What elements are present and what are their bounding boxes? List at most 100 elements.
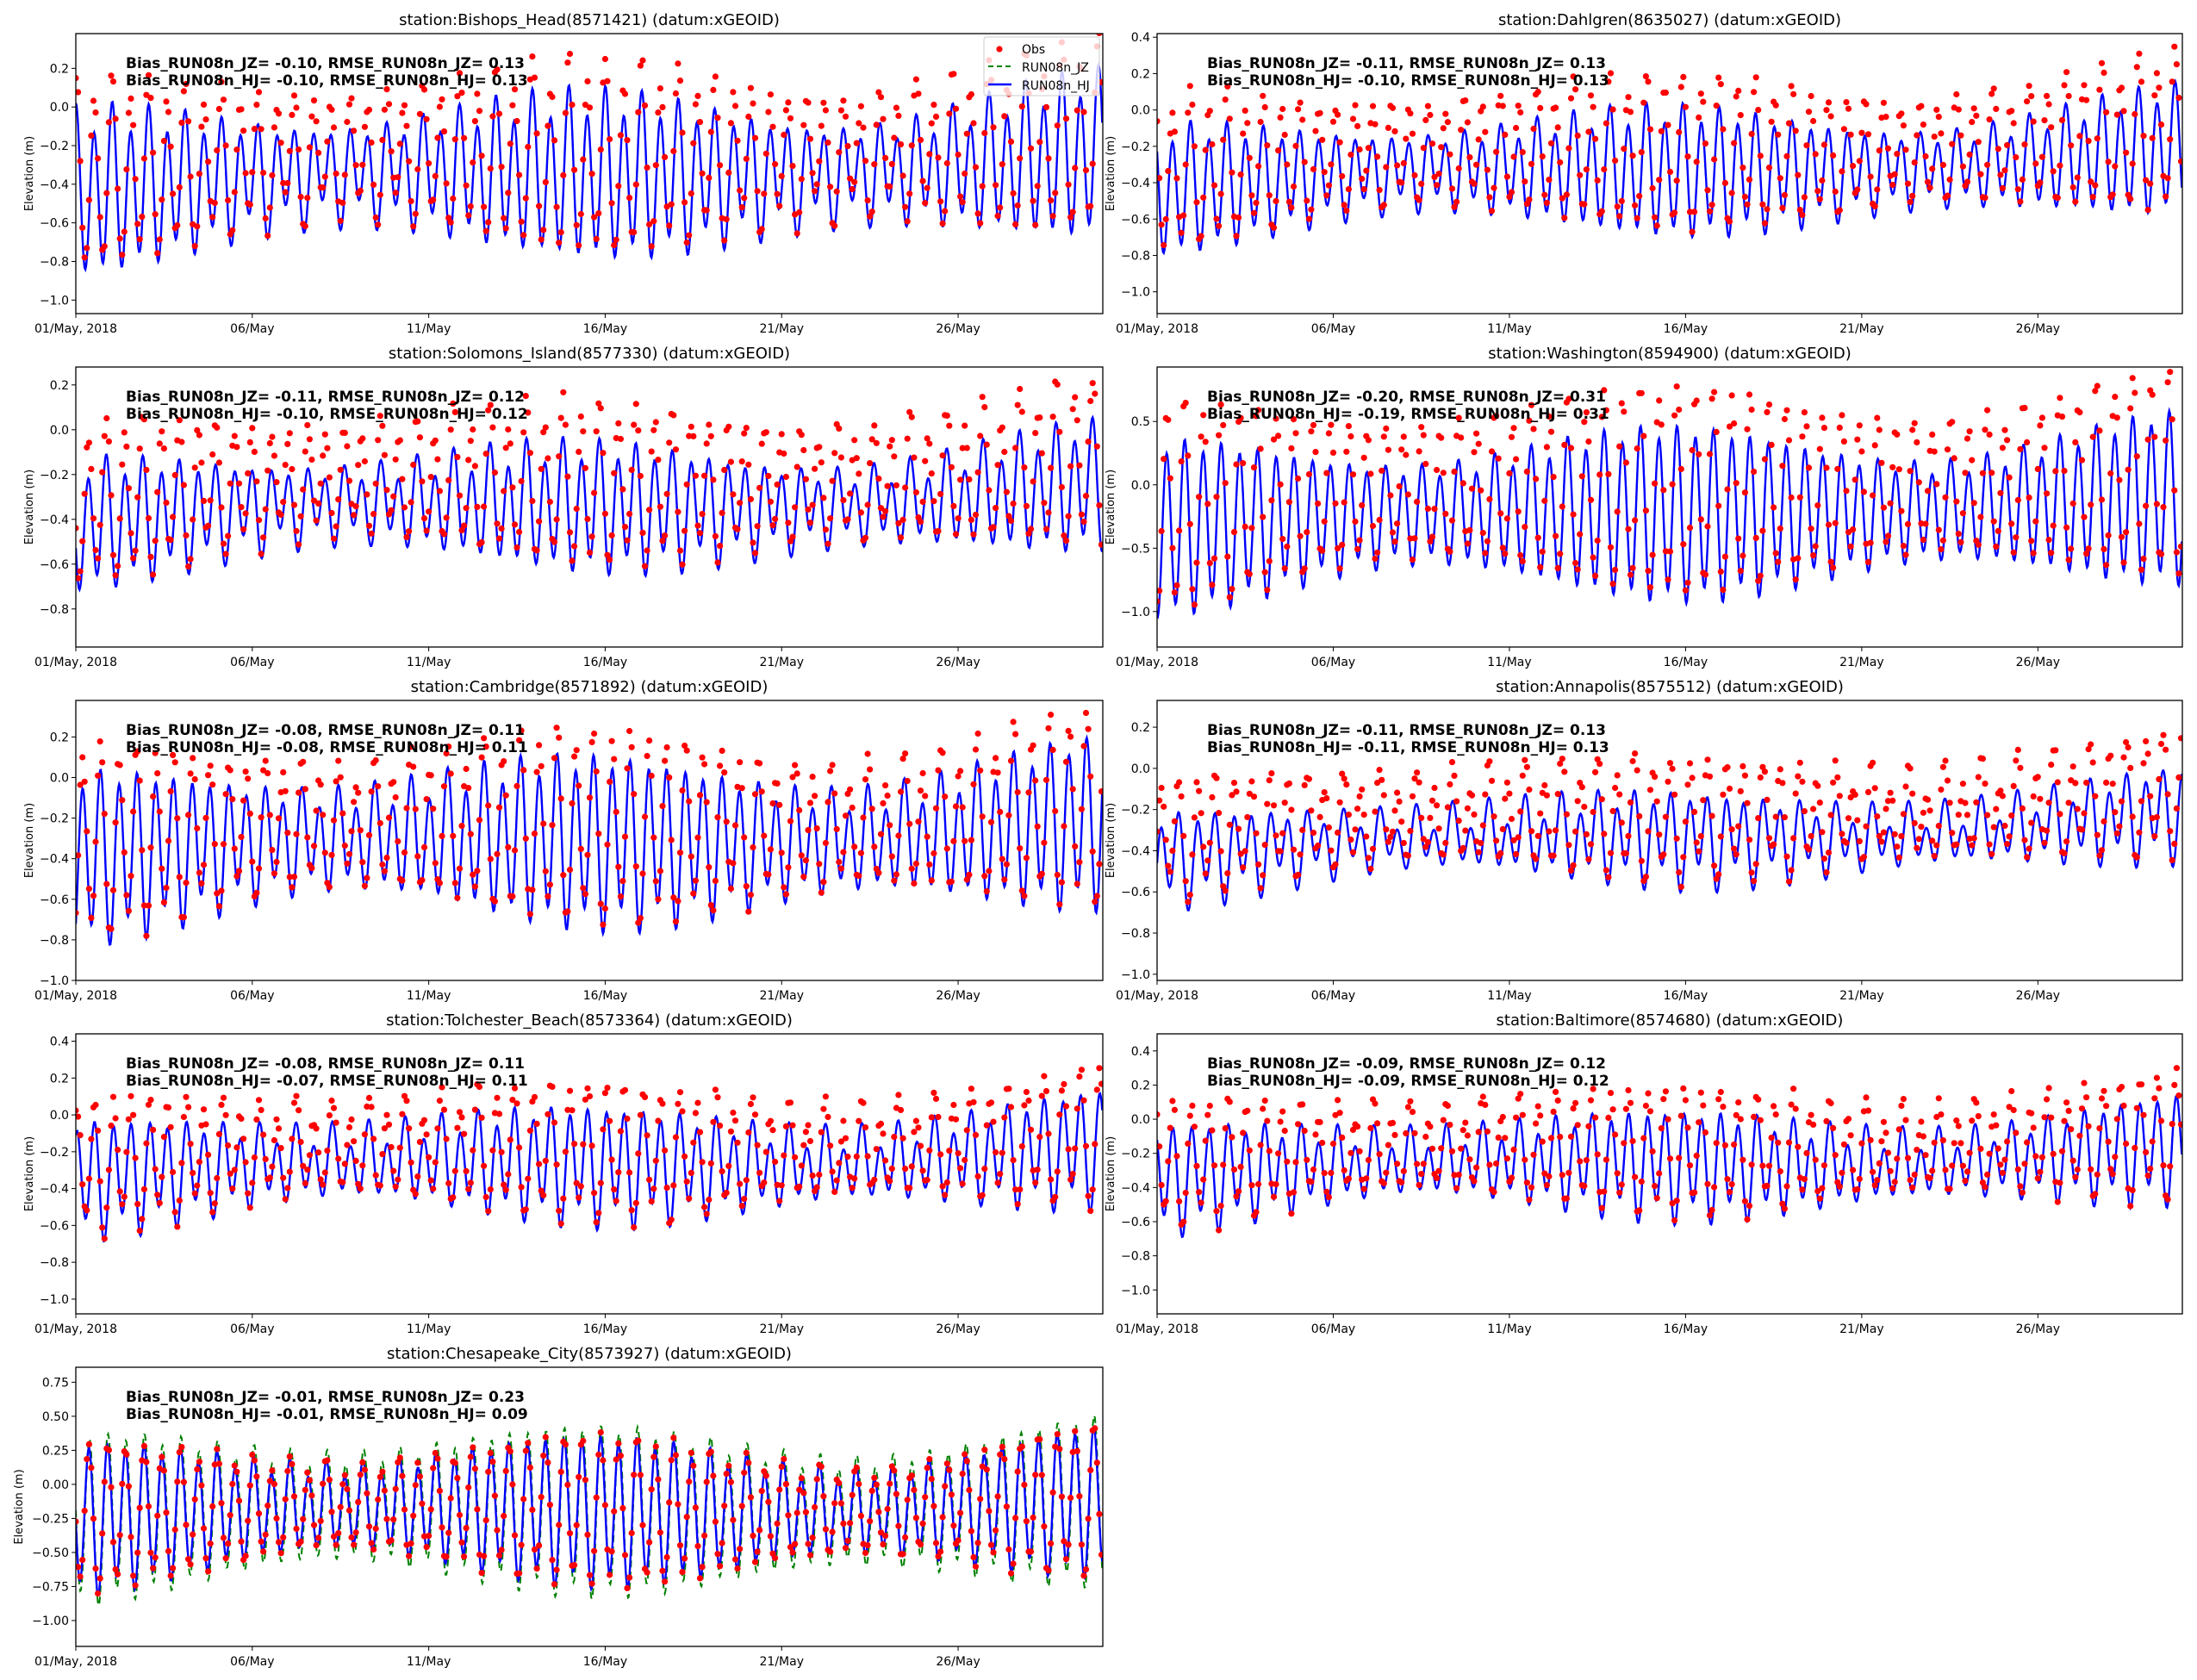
obs-point	[1889, 1185, 1896, 1192]
obs-point	[1345, 186, 1352, 193]
obs-point	[1792, 1105, 1799, 1112]
obs-point	[1230, 1166, 1238, 1173]
obs-point	[688, 853, 694, 860]
obs-point	[495, 110, 503, 117]
obs-point	[1328, 421, 1335, 428]
obs-point	[1380, 1179, 1387, 1187]
obs-point	[1403, 1129, 1410, 1137]
obs-point	[1473, 161, 1480, 168]
obs-point	[937, 1548, 944, 1555]
obs-point	[1385, 838, 1391, 845]
y-tick-label: −0.2	[40, 469, 69, 482]
obs-point	[2153, 501, 2160, 507]
obs-point	[1621, 1140, 1628, 1147]
obs-point	[646, 1176, 653, 1183]
obs-point	[471, 883, 479, 890]
obs-point	[258, 126, 265, 133]
obs-point	[1561, 768, 1568, 775]
obs-point	[692, 101, 700, 108]
obs-point	[1795, 171, 1802, 178]
obs-point	[2120, 559, 2127, 566]
obs-point	[650, 834, 657, 841]
obs-point	[1706, 451, 1714, 457]
obs-point	[1250, 793, 1258, 800]
obs-point	[738, 1203, 745, 1210]
obs-point	[1244, 120, 1251, 127]
obs-point	[140, 902, 147, 909]
obs-point	[2105, 159, 2112, 165]
obs-point	[467, 831, 474, 837]
obs-point	[974, 1173, 981, 1179]
obs-point	[2144, 1172, 2151, 1179]
obs-point	[450, 832, 457, 839]
obs-point	[2076, 133, 2083, 140]
obs-point	[2171, 487, 2178, 494]
obs-point	[2167, 136, 2174, 143]
obs-point	[895, 1522, 902, 1529]
obs-point	[710, 86, 717, 93]
obs-point	[2098, 59, 2106, 66]
obs-point	[410, 1512, 417, 1519]
obs-point	[813, 181, 820, 188]
obs-point	[1755, 107, 1762, 114]
obs-point	[1027, 145, 1035, 152]
obs-point	[1812, 1156, 1819, 1163]
obs-point	[439, 1084, 445, 1091]
obs-point	[582, 464, 589, 471]
obs-point	[1407, 1098, 1414, 1104]
obs-point	[109, 78, 117, 85]
obs-point	[1858, 1140, 1865, 1147]
obs-point	[1887, 1167, 1894, 1174]
obs-point	[1704, 756, 1711, 763]
obs-point	[313, 1542, 320, 1549]
obs-point	[1229, 1134, 1235, 1141]
obs-point	[392, 456, 399, 463]
obs-point	[986, 868, 993, 874]
obs-point	[1880, 829, 1887, 836]
obs-point	[600, 1457, 607, 1464]
obs-point	[458, 823, 465, 830]
obs-point	[1920, 809, 1926, 816]
obs-point	[156, 1199, 163, 1206]
obs-point	[822, 1093, 830, 1100]
obs-point	[132, 1154, 139, 1161]
obs-point	[1883, 114, 1889, 121]
obs-point	[2004, 141, 2011, 149]
obs-point	[1839, 1169, 1845, 1176]
obs-point	[666, 774, 673, 781]
obs-point	[321, 173, 328, 180]
obs-point	[447, 219, 454, 226]
obs-point	[176, 874, 183, 880]
obs-point	[392, 1183, 399, 1190]
obs-point	[489, 113, 496, 120]
obs-point	[699, 170, 706, 177]
obs-point	[1962, 1178, 1969, 1185]
obs-point	[225, 1540, 232, 1547]
obs-point	[827, 184, 834, 190]
obs-point	[1653, 798, 1660, 805]
obs-point	[258, 551, 265, 557]
obs-point	[2113, 414, 2120, 421]
obs-point	[1795, 555, 1802, 562]
obs-point	[1319, 547, 1326, 554]
obs-point	[190, 1531, 196, 1538]
obs-point	[820, 99, 827, 106]
obs-point	[1696, 848, 1702, 855]
obs-point	[1092, 899, 1098, 905]
obs-point	[229, 227, 236, 233]
obs-point	[745, 113, 752, 120]
obs-point	[573, 505, 580, 513]
obs-point	[794, 230, 800, 237]
obs-point	[125, 907, 132, 914]
obs-point	[1158, 527, 1165, 535]
obs-point	[1459, 844, 1466, 851]
obs-point	[767, 498, 775, 505]
y-tick-label: −0.4	[1121, 1181, 1150, 1195]
obs-point	[401, 504, 408, 511]
obs-point	[1559, 503, 1565, 510]
x-tick-label: 21/May	[760, 1655, 804, 1669]
obs-point	[379, 1151, 386, 1158]
obs-point	[884, 1505, 891, 1513]
obs-point	[840, 849, 847, 856]
x-tick-label: 11/May	[1487, 1322, 1531, 1336]
